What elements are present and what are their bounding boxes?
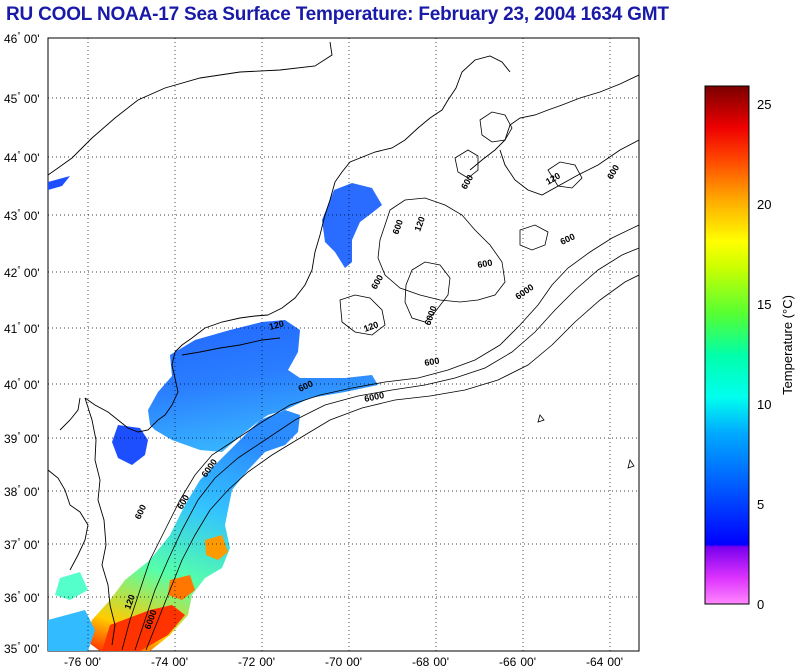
lat-label: 44° 00' xyxy=(4,150,40,165)
lon-label: -64 00' xyxy=(586,655,623,669)
colorbar-tick: 25 xyxy=(757,97,771,112)
temperature-colorbar: 25 20 15 10 5 0 Temperature (°C) xyxy=(704,85,795,612)
colorbar-tick: 20 xyxy=(757,197,771,212)
latitude-labels: 46° 00' 45° 00' 44° 00' 43° 00' 42° 00' … xyxy=(4,31,40,656)
lat-label: 35° 00' xyxy=(4,641,40,656)
lon-label: -68 00' xyxy=(412,655,449,669)
contour-label: 120 xyxy=(268,318,285,332)
lat-label: 46° 00' xyxy=(4,31,40,46)
lat-label: 41° 00' xyxy=(4,321,40,336)
map-frame xyxy=(47,37,640,652)
colorbar-tick: 0 xyxy=(757,597,764,612)
coastline xyxy=(48,41,639,646)
lat-label: 38° 00' xyxy=(4,484,40,499)
contour-label: 600 xyxy=(390,218,405,236)
lat-label: 36° 00' xyxy=(4,590,40,605)
lon-label: -74 00' xyxy=(151,655,188,669)
lon-label: -76 00' xyxy=(64,655,101,669)
lat-label: 45° 00' xyxy=(4,91,40,106)
graticule xyxy=(48,38,639,651)
contour-label: 120 xyxy=(122,593,137,611)
contour-label: 120 xyxy=(412,215,427,233)
contour-label: 6000 xyxy=(363,390,385,404)
lat-label: 37° 00' xyxy=(4,537,40,552)
colorbar-gradient xyxy=(704,85,750,605)
lat-label: 40° 00' xyxy=(4,377,40,392)
colorbar-tick: 15 xyxy=(757,297,771,312)
map-title: RU COOL NOAA-17 Sea Surface Temperature:… xyxy=(6,4,669,25)
lon-label: -66 00' xyxy=(499,655,536,669)
contour-label: 600 xyxy=(477,258,494,270)
lat-label: 43° 00' xyxy=(4,208,40,223)
bathymetry-contours xyxy=(121,111,639,651)
lat-label: 39° 00' xyxy=(4,431,40,446)
longitude-labels: -76 00' -74 00' -72 00' -70 00' -68 00' -66 00… xyxy=(64,655,623,669)
contour-label: 120 xyxy=(362,319,380,334)
colorbar-tick: 10 xyxy=(757,397,771,412)
colorbar-tick: 5 xyxy=(757,497,764,512)
colorbar-title: Temperature (°C) xyxy=(780,295,795,395)
lon-label: -72 00' xyxy=(238,655,275,669)
sst-coverage xyxy=(48,176,382,651)
lon-label: -70 00' xyxy=(325,655,362,669)
contour-label: 600 xyxy=(424,356,441,368)
lat-label: 42° 00' xyxy=(4,265,40,280)
